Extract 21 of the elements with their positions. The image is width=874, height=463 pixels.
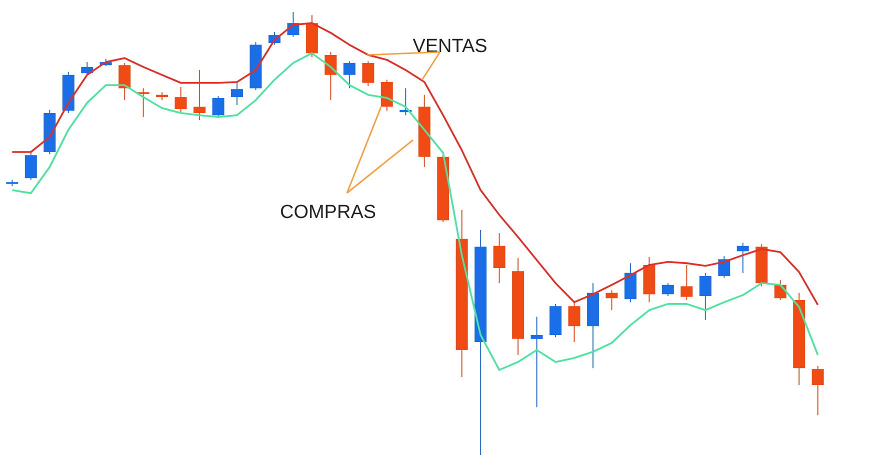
candlestick (662, 282, 674, 296)
annotation: VENTAS (412, 36, 488, 57)
candlestick (680, 264, 693, 300)
candlestick (606, 290, 618, 311)
annotation: COMPRAS (280, 202, 376, 223)
candlestick (212, 96, 224, 118)
candlestick (568, 302, 580, 343)
candlestick (24, 152, 37, 180)
candlestick (231, 81, 244, 106)
candlestick (343, 60, 356, 89)
candlestick (699, 272, 712, 320)
candlestick (812, 365, 824, 416)
candlestick (118, 62, 131, 101)
candlestick (736, 242, 749, 274)
candlestick (493, 232, 506, 284)
candlestick (362, 60, 374, 86)
candlestick (530, 316, 543, 408)
candlestick (137, 88, 150, 118)
candlestick (194, 70, 206, 121)
candlestick (174, 86, 187, 113)
candlestick (718, 256, 730, 278)
